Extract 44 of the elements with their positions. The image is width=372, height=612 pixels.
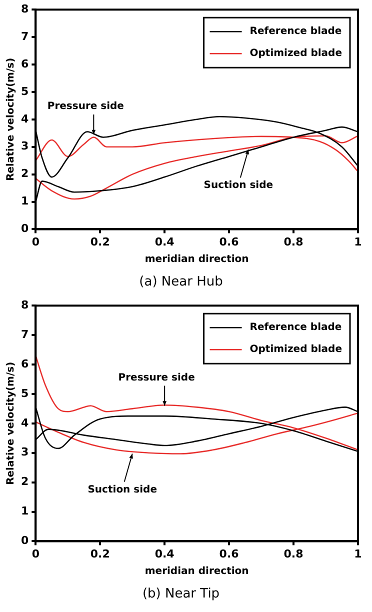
x-tick-label: 1 [354,548,362,561]
y-tick-label: 6 [21,357,29,370]
y-tick-label: 1 [21,194,29,208]
x-axis-title: meridian direction [144,254,249,265]
y-tick-label: 0 [21,222,29,236]
y-tick-label: 4 [21,112,29,126]
y-tick-label: 8 [21,298,29,312]
y-tick-label: 3 [21,140,29,153]
text: (a) Near Hub [139,274,223,290]
y-tick-label: 1 [21,504,29,518]
y-axis-title: Relative velocity(m/s) [6,58,17,181]
x-axis-title: meridian direction [144,566,249,577]
y-tick-label: 3 [21,446,29,459]
x-tick-label: 0 [32,236,40,249]
y-tick-label: 2 [21,167,29,180]
legend-label: Optimized blade [250,344,342,356]
x-tick-label: 0.8 [284,548,304,561]
y-tick-label: 7 [21,30,29,43]
y-tick-label: 6 [21,57,29,70]
y-tick-label: 4 [21,416,29,430]
x-tick-label: 0.6 [219,236,240,249]
x-tick-label: 0 [32,548,40,561]
annotation: Pressure side [118,372,196,384]
legend-label: Reference blade [250,26,342,38]
y-axis-title: Relative velocity(m/s) [6,362,17,485]
y-tick-label: 5 [21,84,29,98]
y-tick-label: 0 [21,534,29,548]
x-tick-label: 0.2 [90,548,110,561]
x-tick-label: 0.4 [154,236,175,249]
legend-label: Optimized blade [250,48,342,60]
x-tick-label: 0.4 [154,548,175,561]
x-tick-label: 1 [354,236,362,249]
annotation: Suction side [204,180,274,192]
x-tick-label: 0.2 [90,236,110,249]
x-tick-label: 0.8 [284,236,304,249]
y-tick-label: 7 [21,328,29,341]
annotation: Suction side [88,484,158,496]
legend-label: Reference blade [250,322,342,334]
y-tick-label: 2 [21,475,29,488]
x-tick-label: 0.6 [219,548,240,561]
text: (b) Near Tip [142,586,220,602]
y-tick-label: 8 [21,2,29,16]
y-tick-label: 5 [21,386,29,400]
annotation: Pressure side [47,101,124,112]
